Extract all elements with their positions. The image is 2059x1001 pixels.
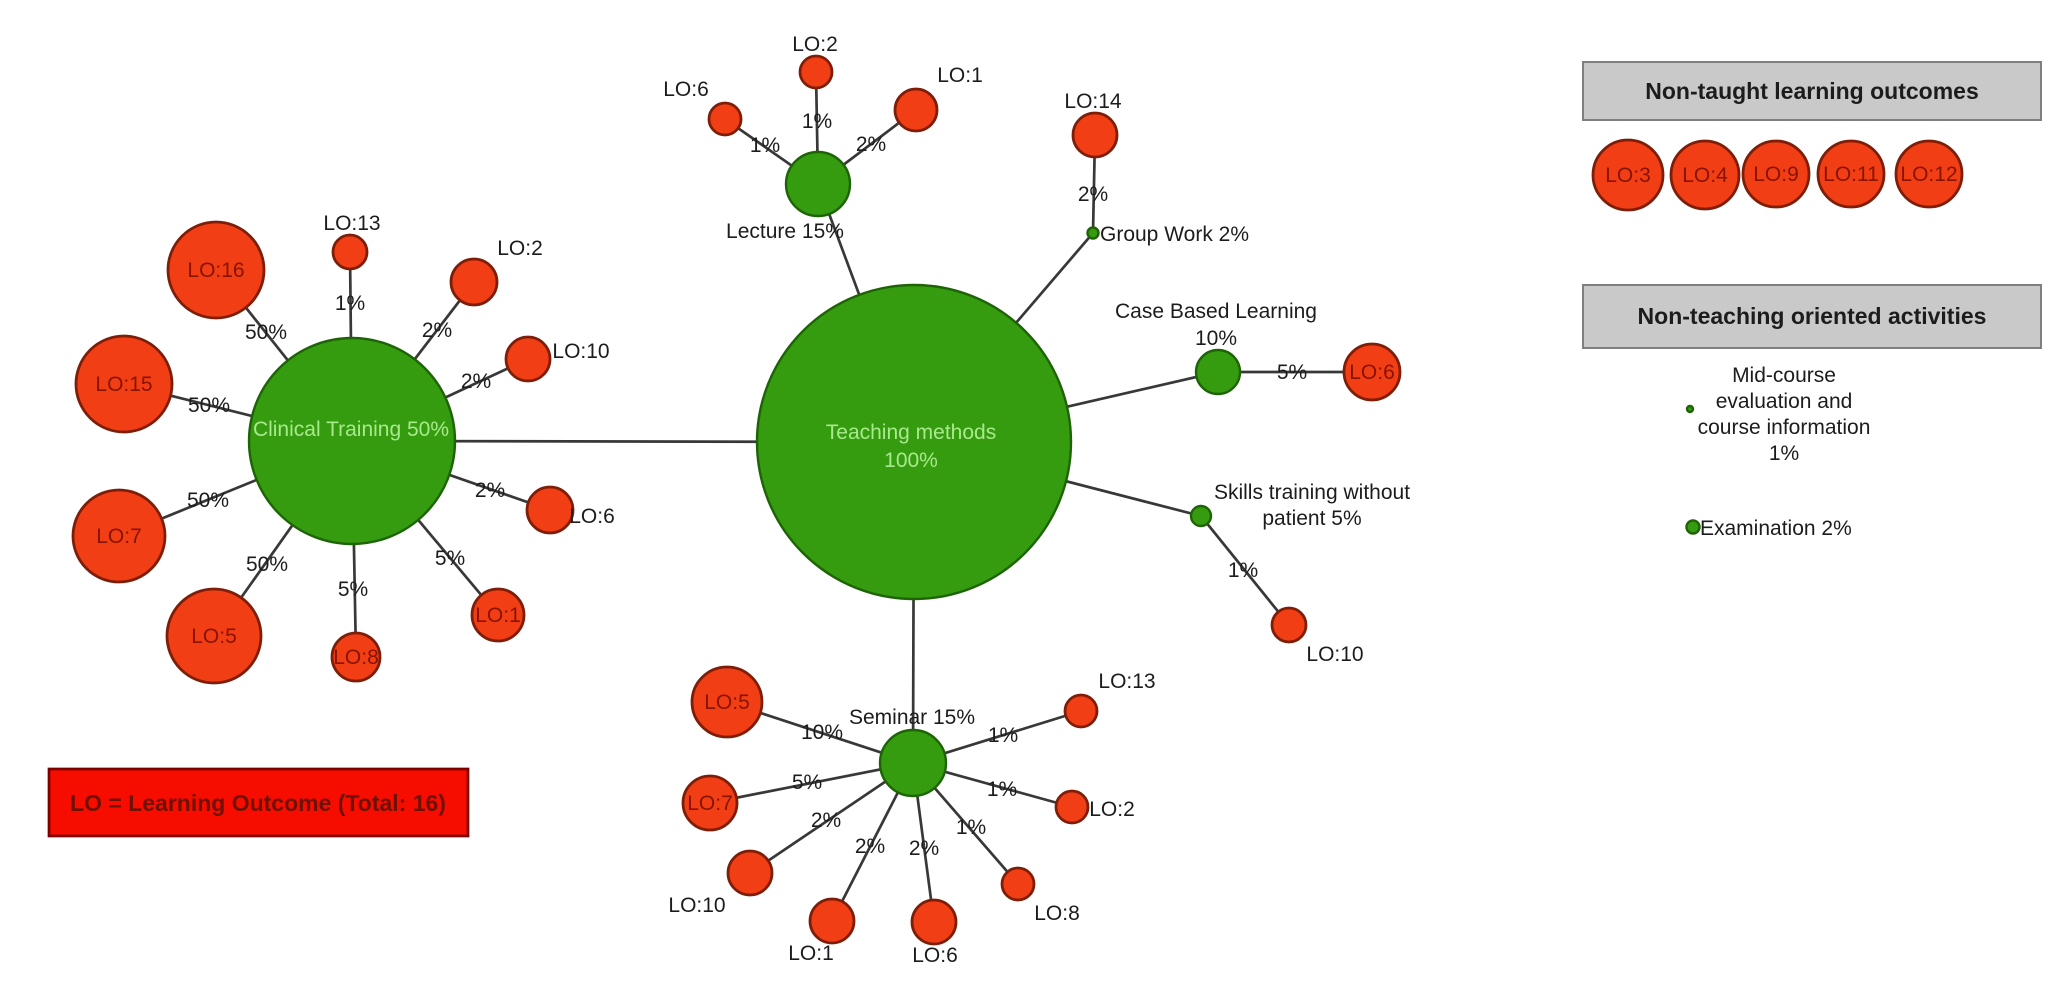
svg-text:LO:7: LO:7 (687, 792, 733, 815)
svg-text:Case Based Learning: Case Based Learning (1115, 300, 1317, 323)
svg-text:LO:11: LO:11 (1823, 163, 1879, 186)
svg-text:LO:10: LO:10 (668, 894, 725, 917)
svg-text:evaluation and: evaluation and (1716, 390, 1853, 413)
svg-text:LO:15: LO:15 (95, 373, 152, 396)
svg-text:course information: course information (1698, 416, 1871, 439)
svg-text:1%: 1% (802, 110, 832, 133)
svg-text:LO:10: LO:10 (1306, 643, 1363, 666)
svg-text:LO:13: LO:13 (1098, 670, 1155, 693)
svg-text:LO:6: LO:6 (1349, 361, 1395, 384)
svg-text:10%: 10% (801, 721, 843, 744)
svg-text:LO:13: LO:13 (323, 212, 380, 235)
svg-text:LO:16: LO:16 (187, 259, 244, 282)
svg-text:2%: 2% (811, 809, 841, 832)
svg-text:LO:10: LO:10 (552, 340, 609, 363)
svg-text:1%: 1% (335, 292, 365, 315)
svg-text:5%: 5% (435, 547, 465, 570)
svg-text:LO:2: LO:2 (1089, 798, 1135, 821)
svg-text:5%: 5% (792, 771, 822, 794)
svg-text:1%: 1% (988, 724, 1018, 747)
svg-text:Non-taught learning outcomes: Non-taught learning outcomes (1645, 78, 1979, 104)
svg-text:LO:6: LO:6 (663, 78, 709, 101)
svg-text:2%: 2% (422, 319, 452, 342)
svg-text:LO:4: LO:4 (1682, 164, 1728, 187)
svg-text:2%: 2% (909, 837, 939, 860)
svg-text:Lecture 15%: Lecture 15% (726, 220, 844, 243)
svg-text:LO:2: LO:2 (497, 237, 543, 260)
svg-text:LO:1: LO:1 (475, 604, 521, 627)
svg-text:2%: 2% (856, 133, 886, 156)
svg-text:patient 5%: patient 5% (1262, 507, 1361, 530)
svg-text:Teaching methods: Teaching methods (826, 421, 996, 444)
svg-text:LO = Learning Outcome (Total:: LO = Learning Outcome (Total: 16) (70, 790, 446, 816)
svg-text:2%: 2% (461, 370, 491, 393)
svg-text:LO:7: LO:7 (96, 525, 142, 548)
svg-text:LO:6: LO:6 (912, 944, 958, 967)
svg-text:Mid-course: Mid-course (1732, 364, 1836, 387)
svg-text:10%: 10% (1195, 327, 1237, 350)
svg-text:50%: 50% (246, 553, 288, 576)
svg-text:Clinical Training 50%: Clinical Training 50% (253, 418, 449, 441)
svg-text:LO:9: LO:9 (1753, 163, 1799, 186)
svg-text:100%: 100% (884, 449, 938, 472)
svg-text:5%: 5% (338, 578, 368, 601)
svg-text:2%: 2% (855, 835, 885, 858)
svg-text:Skills training without: Skills training without (1214, 481, 1410, 504)
svg-text:1%: 1% (987, 778, 1017, 801)
svg-text:Group Work 2%: Group Work 2% (1100, 223, 1249, 246)
svg-text:LO:1: LO:1 (937, 64, 983, 87)
svg-text:LO:5: LO:5 (191, 625, 237, 648)
svg-text:LO:1: LO:1 (788, 942, 834, 965)
svg-text:50%: 50% (187, 489, 229, 512)
svg-text:LO:5: LO:5 (704, 691, 750, 714)
svg-text:1%: 1% (1228, 559, 1258, 582)
svg-text:1%: 1% (956, 816, 986, 839)
svg-text:Examination 2%: Examination 2% (1700, 517, 1852, 540)
svg-text:1%: 1% (1769, 442, 1799, 465)
svg-text:2%: 2% (475, 479, 505, 502)
svg-text:1%: 1% (750, 134, 780, 157)
svg-text:2%: 2% (1078, 183, 1108, 206)
svg-text:50%: 50% (188, 394, 230, 417)
svg-text:LO:14: LO:14 (1064, 90, 1122, 113)
svg-text:LO:8: LO:8 (1034, 902, 1080, 925)
svg-text:Seminar 15%: Seminar 15% (849, 706, 975, 729)
svg-text:LO:12: LO:12 (1900, 163, 1957, 186)
svg-text:LO:8: LO:8 (333, 646, 379, 669)
svg-text:5%: 5% (1277, 361, 1307, 384)
svg-text:50%: 50% (245, 321, 287, 344)
svg-text:LO:6: LO:6 (569, 505, 615, 528)
svg-text:LO:2: LO:2 (792, 33, 838, 56)
svg-text:LO:3: LO:3 (1605, 164, 1651, 187)
svg-text:Non-teaching oriented activiti: Non-teaching oriented activities (1638, 303, 1987, 329)
